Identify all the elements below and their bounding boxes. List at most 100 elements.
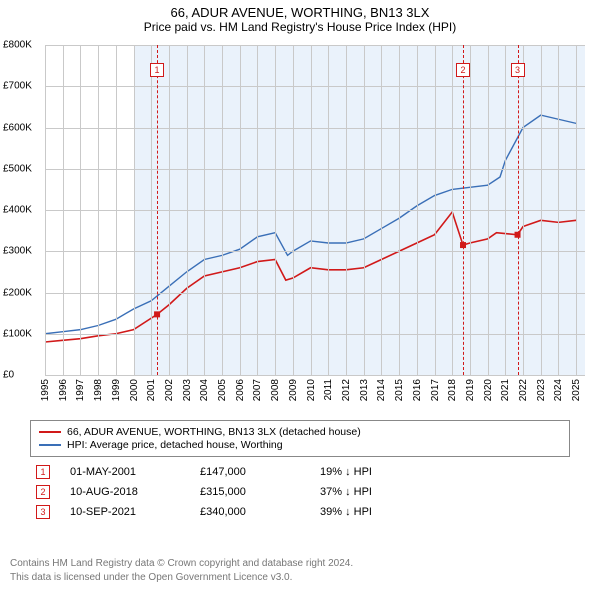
- y-axis-label: £0: [3, 370, 14, 381]
- legend-item: 66, ADUR AVENUE, WORTHING, BN13 3LX (det…: [39, 426, 561, 438]
- x-axis-label: 2003: [182, 379, 193, 401]
- event-line: [157, 45, 158, 375]
- x-axis-label: 2000: [129, 379, 140, 401]
- y-axis-label: £700K: [3, 81, 32, 92]
- legend-label: HPI: Average price, detached house, Wort…: [67, 439, 283, 451]
- gridline-h: [45, 86, 585, 87]
- gridline-h: [45, 169, 585, 170]
- gridline-v: [470, 45, 471, 375]
- title-block: 66, ADUR AVENUE, WORTHING, BN13 3LX Pric…: [0, 0, 600, 34]
- gridline-v: [523, 45, 524, 375]
- gridline-v: [558, 45, 559, 375]
- gridline-v: [328, 45, 329, 375]
- gridline-v: [452, 45, 453, 375]
- gridline-v: [257, 45, 258, 375]
- gridline-v: [541, 45, 542, 375]
- x-axis-label: 2018: [447, 379, 458, 401]
- x-axis-label: 1996: [58, 379, 69, 401]
- gridline-v: [293, 45, 294, 375]
- x-axis-label: 2019: [465, 379, 476, 401]
- y-axis-label: £200K: [3, 287, 32, 298]
- gridline-v: [222, 45, 223, 375]
- gridline-v: [240, 45, 241, 375]
- x-axis-label: 2008: [270, 379, 281, 401]
- x-axis-label: 1997: [75, 379, 86, 401]
- gridline-v: [116, 45, 117, 375]
- gridline-v: [204, 45, 205, 375]
- y-axis-label: £100K: [3, 328, 32, 339]
- legend: 66, ADUR AVENUE, WORTHING, BN13 3LX (det…: [30, 420, 570, 457]
- x-axis-label: 2009: [288, 379, 299, 401]
- x-axis-label: 2005: [217, 379, 228, 401]
- x-axis-label: 2020: [483, 379, 494, 401]
- sale-pct: 19% ↓ HPI: [320, 466, 420, 478]
- x-axis-label: 2002: [164, 379, 175, 401]
- gridline-v: [311, 45, 312, 375]
- gridline-v: [80, 45, 81, 375]
- x-axis-label: 2012: [341, 379, 352, 401]
- sale-marker-box: 1: [36, 465, 50, 479]
- x-axis-label: 2017: [430, 379, 441, 401]
- x-axis-label: 2021: [500, 379, 511, 401]
- x-axis-label: 1999: [111, 379, 122, 401]
- sales-row: 3 10-SEP-2021 £340,000 39% ↓ HPI: [30, 502, 570, 522]
- y-axis-label: £300K: [3, 246, 32, 257]
- gridline-v: [63, 45, 64, 375]
- legend-label: 66, ADUR AVENUE, WORTHING, BN13 3LX (det…: [67, 426, 361, 438]
- y-axis-label: £500K: [3, 163, 32, 174]
- page-subtitle: Price paid vs. HM Land Registry's House …: [0, 20, 600, 34]
- sale-pct: 39% ↓ HPI: [320, 506, 420, 518]
- sale-pct: 37% ↓ HPI: [320, 486, 420, 498]
- sales-row: 2 10-AUG-2018 £315,000 37% ↓ HPI: [30, 482, 570, 502]
- gridline-h: [45, 293, 585, 294]
- event-marker-box: 3: [511, 63, 525, 77]
- x-axis-label: 2016: [412, 379, 423, 401]
- x-axis-label: 1995: [40, 379, 51, 401]
- gridline-v: [505, 45, 506, 375]
- sale-price: £147,000: [200, 466, 300, 478]
- legend-item: HPI: Average price, detached house, Wort…: [39, 439, 561, 451]
- gridline-v: [417, 45, 418, 375]
- x-axis-label: 2024: [553, 379, 564, 401]
- gridline-v: [346, 45, 347, 375]
- footer-line: This data is licensed under the Open Gov…: [10, 571, 590, 585]
- event-line: [463, 45, 464, 375]
- gridline-v: [488, 45, 489, 375]
- x-axis-label: 2025: [571, 379, 582, 401]
- y-axis-label: £600K: [3, 122, 32, 133]
- x-axis-label: 2014: [376, 379, 387, 401]
- page-title: 66, ADUR AVENUE, WORTHING, BN13 3LX: [0, 5, 600, 20]
- sale-marker-box: 2: [36, 485, 50, 499]
- gridline-v: [364, 45, 365, 375]
- y-axis-label: £800K: [3, 40, 32, 51]
- sales-table: 1 01-MAY-2001 £147,000 19% ↓ HPI 2 10-AU…: [30, 462, 570, 522]
- legend-swatch: [39, 444, 61, 446]
- gridline-v: [151, 45, 152, 375]
- footer-line: Contains HM Land Registry data © Crown c…: [10, 557, 590, 571]
- gridline-h: [45, 210, 585, 211]
- sale-price: £315,000: [200, 486, 300, 498]
- gridline-v: [435, 45, 436, 375]
- y-axis-label: £400K: [3, 205, 32, 216]
- gridline-v: [187, 45, 188, 375]
- gridline-v: [134, 45, 135, 375]
- x-axis-label: 2015: [394, 379, 405, 401]
- price-chart: £0£100K£200K£300K£400K£500K£600K£700K£80…: [45, 45, 585, 375]
- event-line: [518, 45, 519, 375]
- gridline-v: [169, 45, 170, 375]
- event-marker-box: 1: [150, 63, 164, 77]
- sale-date: 10-SEP-2021: [70, 506, 180, 518]
- x-axis-label: 2022: [518, 379, 529, 401]
- gridline-v: [399, 45, 400, 375]
- sale-price: £340,000: [200, 506, 300, 518]
- x-axis-label: 2013: [359, 379, 370, 401]
- x-axis-label: 2006: [235, 379, 246, 401]
- x-axis-label: 2010: [306, 379, 317, 401]
- gridline-v: [381, 45, 382, 375]
- sale-date: 01-MAY-2001: [70, 466, 180, 478]
- x-axis-label: 2011: [323, 379, 334, 401]
- gridline-h: [45, 375, 585, 376]
- gridline-v: [576, 45, 577, 375]
- gridline-h: [45, 128, 585, 129]
- gridline-v: [275, 45, 276, 375]
